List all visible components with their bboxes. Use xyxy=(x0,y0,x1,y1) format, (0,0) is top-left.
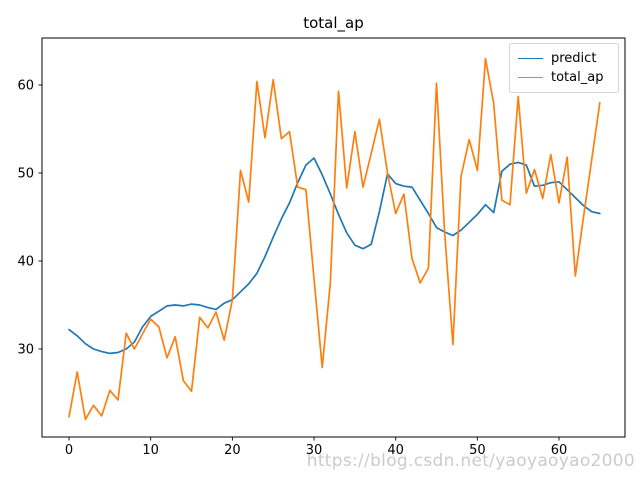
x-tick-label: 40 xyxy=(387,443,404,458)
y-tick-label: 50 xyxy=(17,166,34,181)
watermark: https://blog.csdn.net/yaoyaoyao2000 xyxy=(306,451,635,471)
y-tick-label: 30 xyxy=(17,342,34,357)
x-tick-label: 60 xyxy=(551,443,568,458)
y-tick-label: 40 xyxy=(17,254,34,269)
chart-title: total_ap xyxy=(303,14,364,32)
legend-entry-predict: predict xyxy=(518,49,609,68)
x-tick-label: 0 xyxy=(65,443,73,458)
legend: predict total_ap xyxy=(509,43,619,93)
total-ap-line-swatch xyxy=(518,77,543,78)
legend-entry-total-ap: total_ap xyxy=(518,68,609,87)
x-tick-label: 10 xyxy=(142,443,159,458)
plot-spines xyxy=(41,37,626,438)
x-tick-label: 50 xyxy=(469,443,486,458)
y-tick-label: 60 xyxy=(17,78,34,93)
legend-label-predict: predict xyxy=(551,51,597,66)
legend-label-total-ap: total_ap xyxy=(551,70,604,85)
x-tick-label: 20 xyxy=(224,443,241,458)
x-tick-label: 30 xyxy=(306,443,323,458)
total-ap-line xyxy=(68,57,601,421)
predict-line-swatch xyxy=(518,58,543,59)
